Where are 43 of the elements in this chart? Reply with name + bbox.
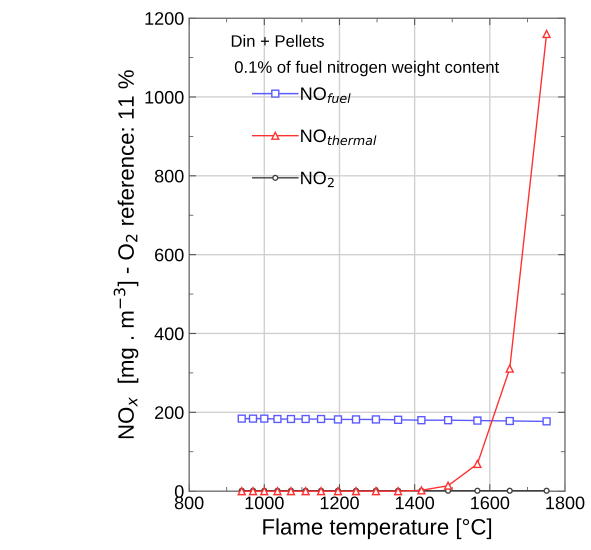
y-tick-label: 0 (174, 485, 184, 498)
point (301, 414, 310, 424)
point (444, 481, 452, 490)
x-tick-label: 1000 (246, 496, 284, 510)
x-axis-title: Flame temperature [°C] (263, 518, 492, 540)
point (543, 488, 550, 494)
point (260, 414, 268, 423)
y-axis-title: NO$_{x}$ [mg . m$^{−3}$] - O$_{2}$ reference: 11 % (114, 70, 138, 438)
point (352, 415, 360, 424)
point (248, 414, 258, 423)
point (473, 460, 482, 468)
point (238, 414, 246, 423)
point (316, 414, 326, 424)
point (474, 488, 481, 494)
y-tick-label: 1200 (145, 12, 184, 25)
y-tick-label: 200 (155, 406, 184, 420)
annotation: 0.1% of fuel nitrogen weight content (234, 60, 500, 76)
point (542, 417, 551, 426)
point (506, 488, 513, 494)
annotation: Din + Pellets (232, 34, 324, 47)
point (334, 415, 342, 424)
x-tick-label: 1600 (471, 496, 510, 510)
legend-label: NO$_{2}$ (301, 172, 334, 188)
legend-label: NO$_{fuel}$ (301, 87, 351, 104)
point (444, 416, 452, 424)
point (473, 416, 482, 425)
point (286, 414, 296, 424)
x-tick-label: 800 (174, 496, 204, 510)
point (542, 30, 551, 38)
y-tick-label: 800 (154, 170, 184, 183)
point (273, 414, 282, 424)
x-tick-label: 1400 (396, 496, 434, 510)
y-tick-label: 1000 (145, 90, 184, 104)
point (417, 416, 426, 424)
y-tick-label: 400 (154, 327, 184, 340)
x-tick-label: 1800 (546, 496, 584, 510)
y-tick-label: 600 (155, 248, 184, 262)
point (506, 364, 514, 373)
x-tick-label: 1200 (320, 496, 359, 510)
legend-label: NO$_{thermal}$ (301, 129, 376, 146)
point (394, 416, 402, 424)
point (372, 415, 380, 424)
point (506, 416, 514, 426)
